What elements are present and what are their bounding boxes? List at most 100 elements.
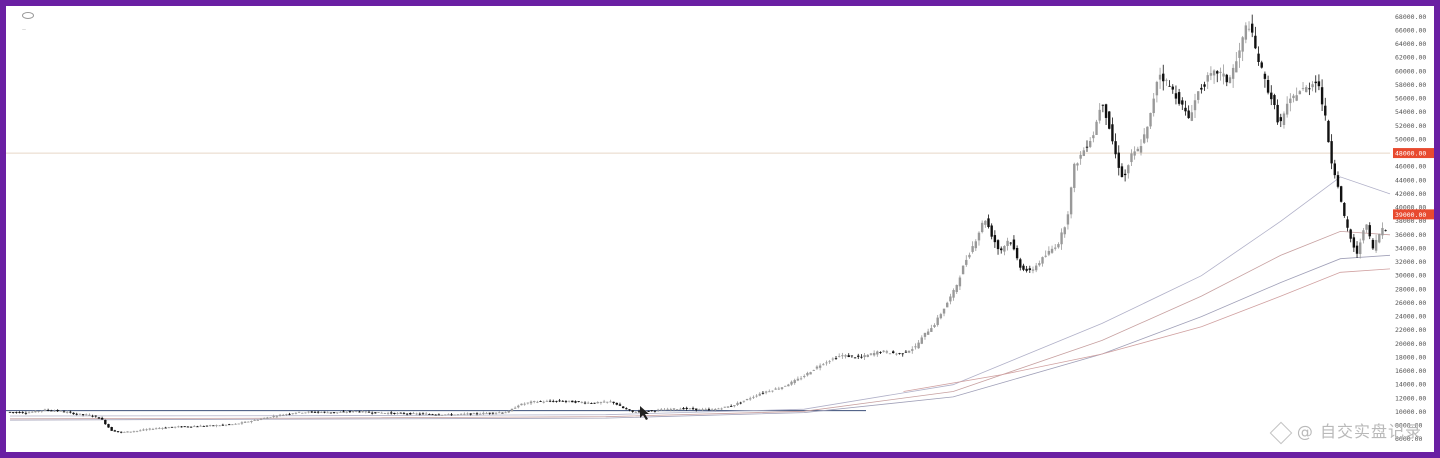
candle-body <box>926 331 930 335</box>
candle-body <box>888 353 892 355</box>
eye-icon[interactable] <box>21 12 34 19</box>
candle-body <box>491 412 495 414</box>
y-tick-label: 40000.00 <box>1395 204 1426 212</box>
candle-body <box>685 407 688 409</box>
candle-body <box>892 351 895 354</box>
y-tick-label: 10000.00 <box>1395 408 1426 416</box>
candle-body <box>653 410 657 412</box>
candle-body <box>745 399 749 401</box>
candle-body <box>1196 91 1200 100</box>
candle-body <box>707 409 711 410</box>
candle-body <box>533 401 536 402</box>
y-tick-label: 8000.00 <box>1395 422 1422 430</box>
candle-body <box>698 408 701 410</box>
candle-body <box>56 409 59 412</box>
candle-body <box>656 409 660 411</box>
y-tick-label: 22000.00 <box>1395 326 1426 334</box>
candle-body <box>1111 124 1114 142</box>
candle-body <box>431 414 434 416</box>
candle-body <box>393 412 396 414</box>
y-tick-label: 60000.00 <box>1395 67 1426 75</box>
candle-body <box>329 412 333 414</box>
candle-body <box>1025 268 1028 271</box>
price-chart[interactable]: 68000.00 66000.00 64000.00 62000.00 60000.00… <box>6 6 1434 452</box>
y-tick-label: 18000.00 <box>1395 353 1426 361</box>
candle-body <box>453 414 456 416</box>
candle-body <box>91 415 94 417</box>
candle-body <box>282 414 285 416</box>
candle-body <box>285 414 288 416</box>
candle-body <box>218 425 221 427</box>
candle-body <box>958 277 962 287</box>
candle-body <box>62 411 66 413</box>
candle-body <box>1266 80 1270 93</box>
candle-body <box>81 414 85 415</box>
candle-body <box>952 290 955 298</box>
candle-body <box>682 408 685 410</box>
candle-body <box>228 424 231 426</box>
candle-body <box>434 414 437 416</box>
candle-body <box>142 429 145 431</box>
y-tick-label: 66000.00 <box>1395 26 1426 34</box>
candle-body <box>818 365 822 368</box>
candle-body <box>348 411 352 413</box>
candle-body <box>714 409 717 411</box>
y-tick-label: 64000.00 <box>1395 40 1426 48</box>
candle-body <box>243 421 247 423</box>
candle-body <box>1384 230 1387 232</box>
candle-body <box>478 413 482 415</box>
candle-body <box>291 413 294 415</box>
candle-body <box>510 408 514 412</box>
candle-body <box>288 413 291 415</box>
candle-body <box>1222 73 1225 77</box>
candle-body <box>278 414 282 416</box>
candle-body <box>100 417 104 420</box>
candle-body <box>571 400 574 403</box>
candle-body <box>386 413 390 414</box>
candle-body <box>628 409 631 411</box>
candle-body <box>269 417 272 419</box>
candle-body <box>548 400 552 402</box>
candle-body <box>558 400 561 402</box>
candle-body <box>199 425 202 427</box>
candle-body <box>1285 103 1289 115</box>
candle-body <box>1101 104 1105 106</box>
candle-body <box>1092 135 1095 139</box>
candle-body <box>663 409 666 411</box>
candle-body <box>1368 225 1371 237</box>
candle-body <box>914 346 917 348</box>
candle-body <box>189 426 193 428</box>
candle-body <box>1320 87 1324 105</box>
y-tick-label: 68000.00 <box>1395 13 1426 21</box>
y-tick-label: 50000.00 <box>1395 135 1426 143</box>
candle-body <box>31 411 34 413</box>
candle-body <box>24 412 28 414</box>
candle-body <box>977 232 981 241</box>
moving-average-line <box>9 254 1391 421</box>
candle-body <box>447 413 450 415</box>
candle-body <box>1168 85 1171 87</box>
candle-body <box>1044 255 1047 257</box>
candle-body <box>825 362 828 364</box>
candle-body <box>339 411 342 413</box>
y-tick-label: 56000.00 <box>1395 95 1426 103</box>
candle-body <box>1346 219 1349 228</box>
candle-body <box>250 421 253 423</box>
candle-body <box>812 369 815 371</box>
price-tag <box>1393 148 1434 159</box>
candle-body <box>358 411 361 413</box>
candle-body <box>1146 126 1149 139</box>
candle-body <box>965 259 968 265</box>
candle-body <box>65 411 69 413</box>
candle-body <box>1073 163 1076 188</box>
candle-body <box>1355 245 1359 254</box>
candle-body <box>409 413 412 415</box>
candle-body <box>660 409 663 411</box>
candle-body <box>1184 107 1187 112</box>
candle-body <box>336 412 339 414</box>
candle-body <box>1241 37 1244 52</box>
candle-body <box>625 408 628 410</box>
candle-body <box>1054 247 1057 249</box>
candle-body <box>323 411 326 413</box>
candle-body <box>475 413 479 415</box>
